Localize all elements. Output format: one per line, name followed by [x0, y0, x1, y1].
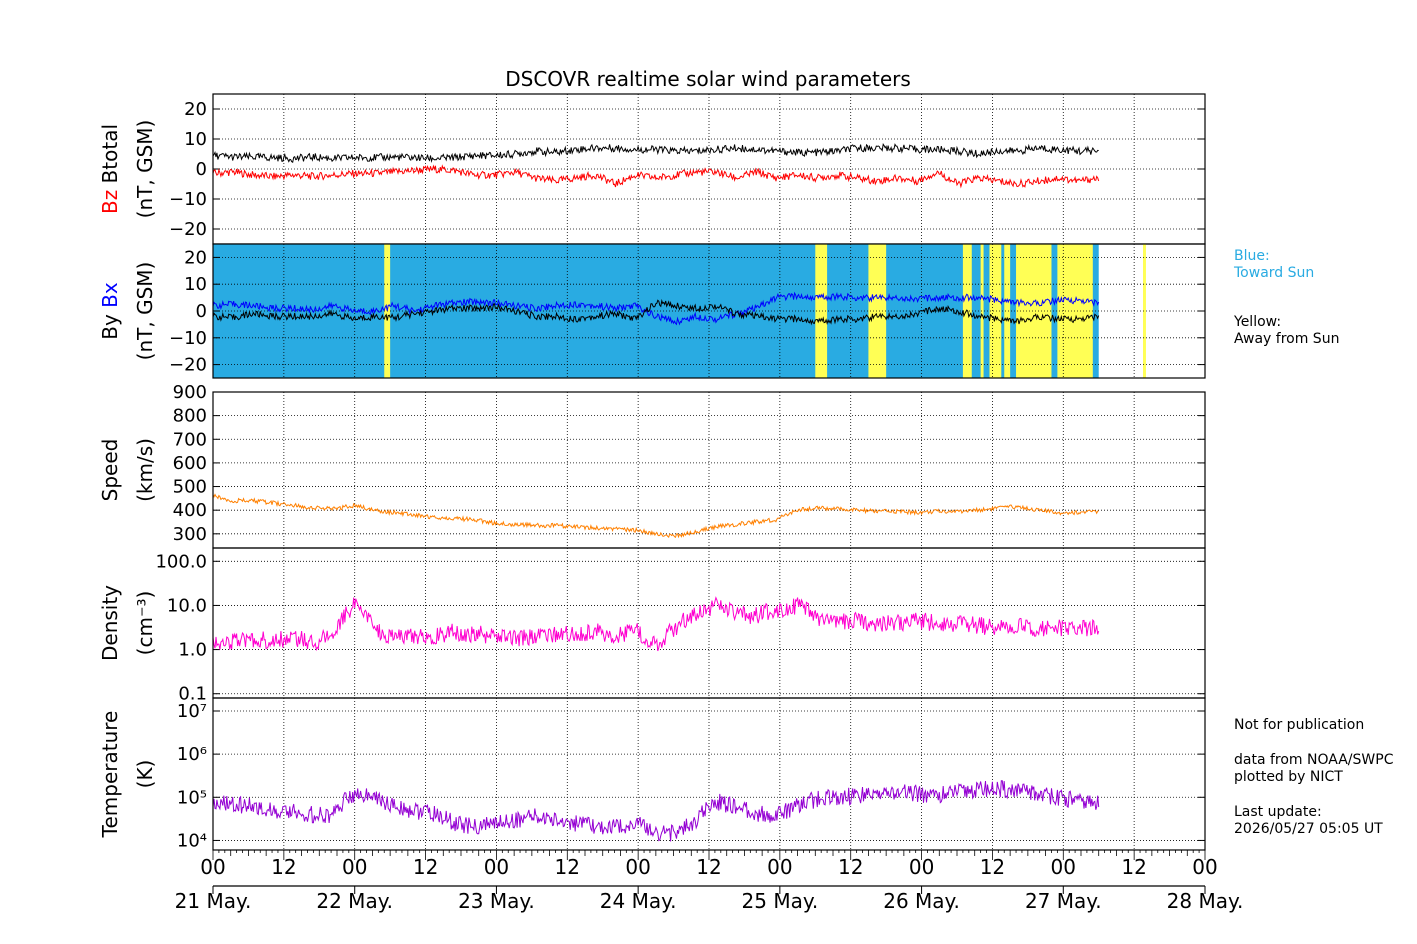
y-axis-unit: (nT, GSM) — [133, 120, 157, 219]
y-axis-label-part: Temperature — [98, 711, 122, 839]
x-tick-label: 00 — [909, 855, 934, 879]
x-date-label: 28 May. — [1167, 889, 1244, 913]
x-tick-label: 00 — [342, 855, 367, 879]
y-tick-label: 100.0 — [155, 551, 207, 572]
x-date-label: 24 May. — [600, 889, 677, 913]
y-tick-label: 10⁷ — [177, 701, 207, 722]
x-tick-label: 12 — [980, 855, 1005, 879]
y-axis-label-part: By — [98, 308, 122, 340]
y-axis-label: By Bx — [98, 282, 122, 340]
away-sun-shading — [980, 244, 984, 378]
series-line-bx — [212, 291, 1100, 326]
y-tick-label: −10 — [169, 328, 207, 349]
y-tick-label: −10 — [169, 189, 207, 210]
x-date-label: 21 May. — [175, 889, 252, 913]
y-axis-label-part: Btotal — [98, 124, 122, 183]
y-tick-label: 10⁵ — [177, 787, 207, 808]
y-tick-label: 10 — [184, 274, 207, 295]
away-sun-shading — [989, 244, 1002, 378]
x-date-label: 26 May. — [883, 889, 960, 913]
y-tick-label: 400 — [173, 500, 207, 521]
x-tick-label: 12 — [1121, 855, 1146, 879]
y-tick-label: 10⁴ — [177, 830, 207, 851]
series-line-btotal — [212, 142, 1099, 163]
y-tick-label: 10.0 — [167, 595, 207, 616]
y-tick-label: 20 — [184, 247, 207, 268]
y-tick-label: 0 — [196, 159, 207, 180]
y-tick-label: 500 — [173, 477, 207, 498]
last-update-note: Last update: 2026/05/27 05:05 UT — [1234, 804, 1383, 837]
y-axis-label: Temperature — [98, 711, 122, 839]
x-tick-label: 00 — [484, 855, 509, 879]
not-for-publication-note: Not for publication — [1234, 717, 1365, 733]
series-line-speed — [212, 493, 1099, 539]
x-tick-label: 00 — [625, 855, 650, 879]
y-axis-unit: (km/s) — [133, 438, 157, 502]
y-tick-label: 800 — [173, 406, 207, 427]
y-axis-label-part: Bz — [98, 183, 122, 214]
y-tick-label: 10 — [184, 129, 207, 150]
panel-frame — [212, 243, 1206, 379]
y-axis-label: Bz Btotal — [98, 124, 122, 214]
y-axis-unit: (cm⁻³) — [133, 591, 157, 656]
y-axis-label: Density — [98, 585, 122, 661]
y-tick-label: −20 — [169, 219, 207, 240]
y-tick-label: 0.1 — [178, 684, 207, 705]
y-axis-label: Speed — [98, 439, 122, 502]
y-axis-unit: (nT, GSM) — [133, 262, 157, 361]
x-tick-label: 00 — [200, 855, 225, 879]
x-tick-label: 00 — [767, 855, 792, 879]
y-tick-label: 700 — [173, 429, 207, 450]
away-sun-shading — [1143, 244, 1146, 378]
x-tick-label: 12 — [271, 855, 296, 879]
away-sun-shading — [1016, 244, 1052, 378]
y-tick-label: 300 — [173, 524, 207, 545]
chart-title: DSCOVR realtime solar wind parameters — [505, 67, 911, 91]
panel-mag: 20 10 0 −10 −20 Bz Btotal (nT, GSM) — [98, 93, 1206, 245]
series-line-density — [212, 596, 1100, 652]
x-tick-label: 12 — [838, 855, 863, 879]
data-source-note: data from NOAA/SWPC plotted by NICT — [1234, 752, 1394, 785]
away-sun-shading — [1004, 244, 1011, 378]
y-tick-label: 10⁶ — [177, 744, 207, 765]
x-tick-label: 00 — [1192, 855, 1217, 879]
panel-temperature: 10⁷ 10⁶ 10⁵ 10⁴ Temperature (K) — [98, 697, 1206, 851]
x-tick-label: 12 — [555, 855, 580, 879]
away-sun-shading — [815, 244, 828, 378]
series-line-by — [212, 298, 1100, 326]
x-date-label: 22 May. — [316, 889, 393, 913]
x-date-label: 25 May. — [742, 889, 819, 913]
y-axis-label-part: Speed — [98, 439, 122, 502]
legend-blue-label: Blue: Toward Sun — [1234, 248, 1315, 281]
y-tick-label: 600 — [173, 453, 207, 474]
x-tick-label: 12 — [696, 855, 721, 879]
panels: 20 10 0 −10 −20 Bz Btotal (nT, GSM) 20 10 0 −10 −20… — [98, 93, 1206, 851]
y-tick-label: 20 — [184, 99, 207, 120]
y-tick-label: 900 — [173, 382, 207, 403]
x-date-label: 23 May. — [458, 889, 535, 913]
y-tick-label: 0 — [196, 301, 207, 322]
series-line-temperature — [212, 780, 1100, 842]
y-axis-unit: (K) — [133, 760, 157, 789]
x-tick-label: 12 — [413, 855, 438, 879]
panel-density: 100.0 10.0 1.0 0.1 Density (cm⁻³) — [98, 547, 1206, 705]
y-axis-label-part: Density — [98, 585, 122, 661]
x-date-label: 27 May. — [1025, 889, 1102, 913]
x-axis: 00 12 00 12 00 12 00 12 00 12 00 12 00 12 00 21 May. 22 … — [175, 850, 1244, 913]
legend-yellow-label: Yellow: Away from Sun — [1234, 314, 1340, 347]
y-tick-label: −20 — [169, 355, 207, 376]
series-line-bz — [212, 164, 1100, 189]
x-tick-label: 00 — [1051, 855, 1076, 879]
away-sun-shading — [868, 244, 887, 378]
y-axis-label-part: Bx — [98, 282, 122, 308]
panel-bxby: 20 10 0 −10 −20 By Bx (nT, GSM) — [98, 243, 1206, 379]
y-tick-label: 1.0 — [178, 640, 207, 661]
